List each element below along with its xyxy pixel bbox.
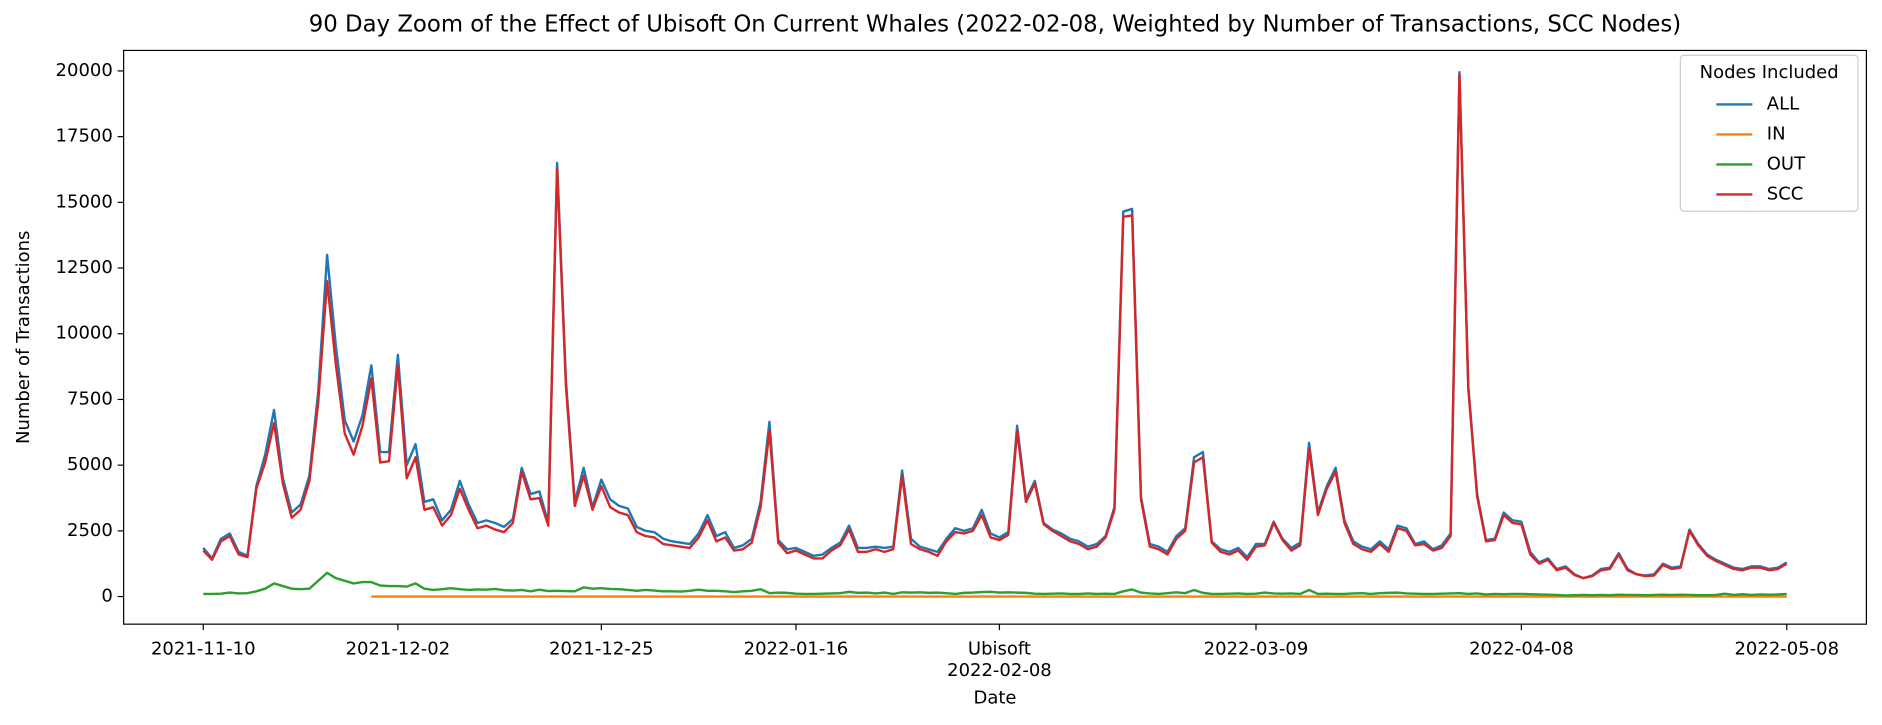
x-tick-label: 2022-04-08 [1469,638,1574,659]
x-tick-label: 2022-02-08 [947,660,1052,681]
y-tick-label: 17500 [56,126,113,147]
x-tick-label: 2022-03-09 [1204,638,1309,659]
data-line [203,571,1787,597]
annotation: Ubisoft [968,638,1031,659]
legend-label: SCC [1767,183,1804,204]
y-tick-label: 2500 [67,520,113,541]
legend-label: IN [1767,123,1786,144]
legend-title: Nodes Included [1700,62,1839,83]
y-tick-label: 5000 [67,454,113,475]
plot-frame [123,49,1867,625]
x-axis-label: Date [973,688,1016,709]
x-tick-label: 2021-12-25 [549,638,654,659]
x-tick-label: 2021-12-02 [346,638,451,659]
y-tick-label: 12500 [56,257,113,278]
data-line [202,73,1788,580]
y-tick-label: 0 [101,586,112,607]
legend-label: OUT [1767,153,1806,174]
legend-box [1679,54,1859,212]
y-tick-label: 20000 [56,60,113,81]
y-axis-label: Number of Transactions [13,231,34,444]
x-tick-label: 2021-11-10 [151,638,256,659]
y-tick-label: 15000 [56,191,113,212]
y-tick-label: 10000 [56,323,113,344]
legend-label: ALL [1767,93,1799,114]
x-tick-label: 2022-01-16 [744,638,849,659]
chart-title: 90 Day Zoom of the Effect of Ubisoft On … [309,12,1681,38]
y-tick-label: 7500 [67,388,113,409]
x-tick-label: 2022-05-08 [1734,638,1839,659]
